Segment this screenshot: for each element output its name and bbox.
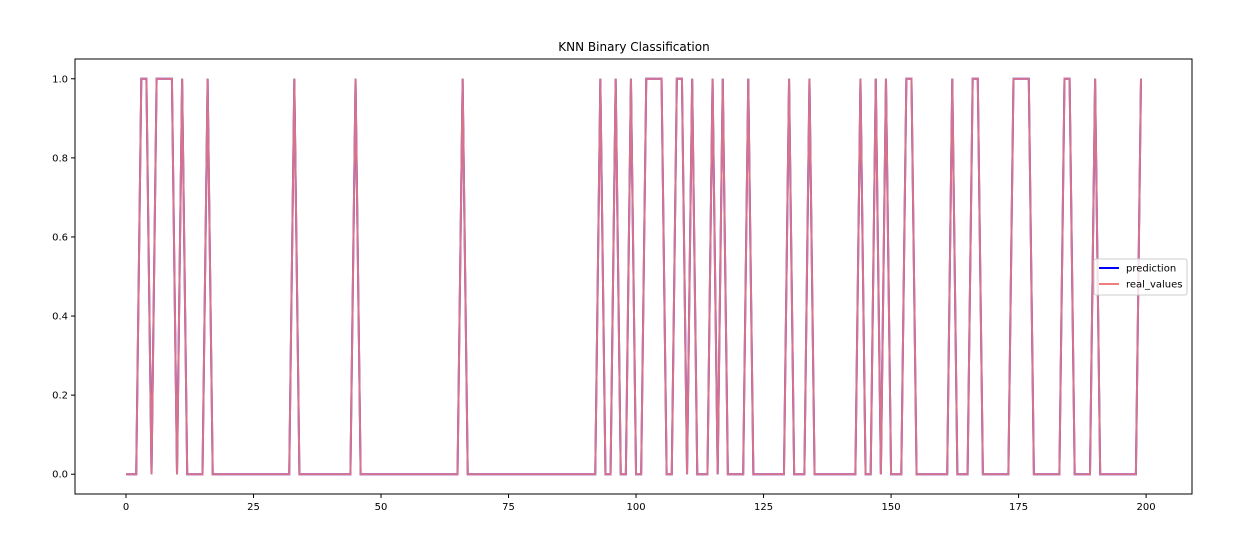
x-tick-label: 200 (1137, 502, 1156, 513)
x-tick-label: 0 (123, 502, 129, 513)
x-tick-label: 175 (1009, 502, 1028, 513)
y-tick-label: 1.0 (52, 74, 68, 85)
series-layer (126, 77, 1142, 476)
legend: prediction real_values (1093, 258, 1188, 296)
plot-frame (74, 58, 1193, 495)
series-line-real-values (126, 77, 1142, 476)
x-tick-label: 50 (375, 502, 388, 513)
x-tick-label: 150 (882, 502, 901, 513)
y-axis: 0.0 0.2 0.4 0.6 0.8 1.0 (52, 74, 75, 481)
x-tick-label: 25 (247, 502, 260, 513)
legend-label-prediction: prediction (1126, 264, 1176, 275)
chart-title: KNN Binary Classification (558, 40, 709, 54)
y-tick-label: 0.4 (52, 312, 68, 323)
x-tick-label: 100 (627, 502, 646, 513)
x-tick-label: 75 (502, 502, 515, 513)
y-tick-label: 0.6 (52, 232, 68, 243)
y-tick-label: 0.2 (52, 391, 68, 402)
y-tick-label: 0.0 (52, 470, 68, 481)
x-axis: 0 25 50 75 100 125 150 175 200 (123, 494, 1156, 513)
x-tick-label: 125 (754, 502, 773, 513)
y-tick-label: 0.8 (52, 153, 68, 164)
legend-label-real-values: real_values (1126, 280, 1182, 291)
